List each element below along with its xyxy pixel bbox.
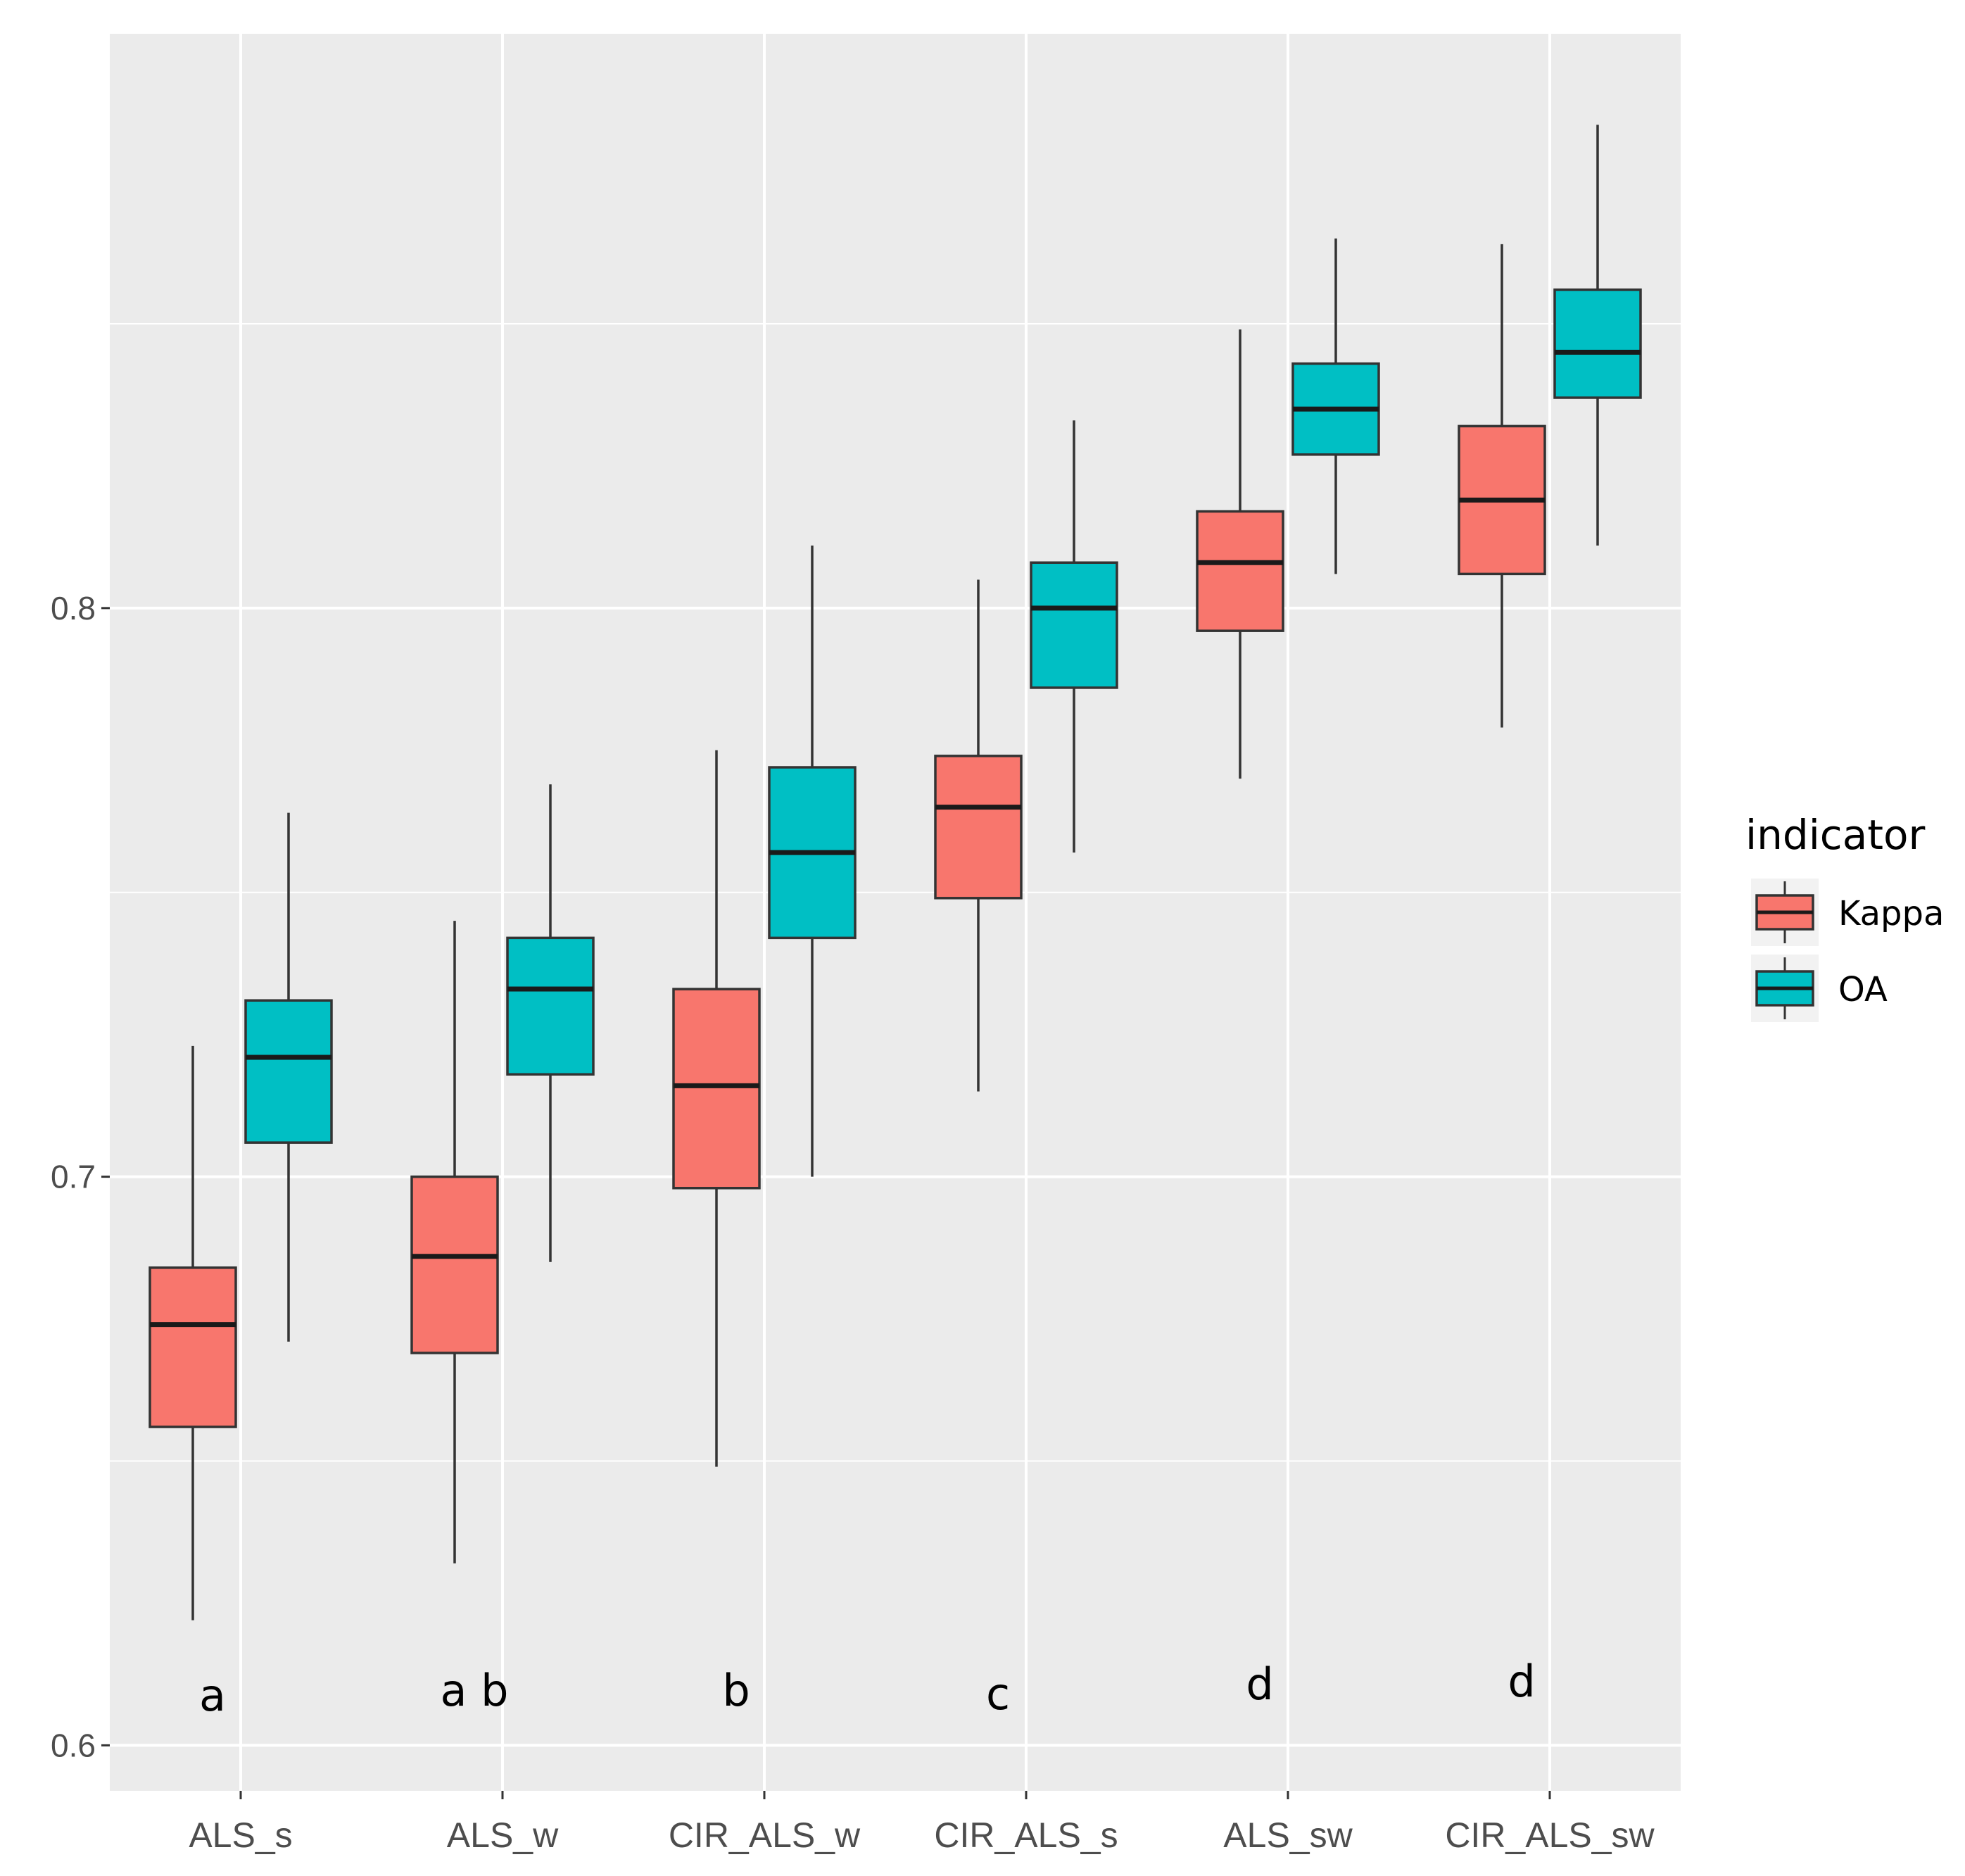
box-body — [149, 1266, 237, 1428]
y-tick-label: 0.6 — [51, 1727, 96, 1763]
box-body — [506, 936, 595, 1076]
box-oa-ALS_w — [506, 784, 595, 1262]
box-kappa-CIR_ALS_sw — [1458, 244, 1546, 728]
box-kappa-CIR_ALS_w — [672, 750, 761, 1467]
x-tick-label: ALS_s — [189, 1815, 292, 1855]
x-tick-label: ALS_sw — [1223, 1815, 1353, 1855]
significance-letter: d — [1246, 1658, 1273, 1710]
significance-letter: d — [1508, 1656, 1535, 1707]
box-kappa-CIR_ALS_s — [934, 579, 1023, 1092]
box-oa-ALS_s — [244, 812, 333, 1342]
box-oa-CIR_ALS_sw — [1553, 125, 1642, 546]
panel-background — [110, 34, 1681, 1791]
x-tick-label: CIR_ALS_sw — [1445, 1815, 1655, 1855]
x-axis: ALS_s ALS_w CIR_ALS_w CIR_ALS_s ALS_sw CIR_AL… — [189, 1791, 1655, 1855]
box-body — [934, 755, 1023, 900]
significance-letter: a b — [440, 1665, 508, 1716]
x-tick-label: CIR_ALS_w — [669, 1815, 861, 1855]
minor-gridlines — [110, 322, 1681, 1462]
box-kappa-ALS_s — [149, 1045, 237, 1620]
legend: indicator Kappa OA — [1745, 811, 1944, 1022]
box-body — [1196, 510, 1284, 632]
box-body — [244, 999, 333, 1144]
box-body — [672, 988, 761, 1190]
legend-key-kappa: Kappa — [1751, 879, 1944, 946]
legend-label-oa: OA — [1838, 970, 1888, 1009]
significance-letter: a — [199, 1670, 226, 1721]
y-tick-label: 0.8 — [51, 590, 96, 627]
box-body — [1030, 561, 1118, 689]
box-body — [1553, 288, 1642, 399]
legend-key-oa: OA — [1751, 955, 1888, 1022]
box-kappa-ALS_w — [410, 921, 499, 1563]
box-oa-ALS_sw — [1291, 238, 1380, 574]
significance-letter: b — [722, 1665, 750, 1716]
x-tick-label: CIR_ALS_s — [934, 1815, 1118, 1855]
significance-letter: c — [986, 1668, 1010, 1720]
box-oa-CIR_ALS_s — [1030, 420, 1118, 853]
y-tick-label: 0.7 — [51, 1159, 96, 1195]
legend-title: indicator — [1745, 811, 1925, 859]
box-oa-CIR_ALS_w — [768, 545, 857, 1177]
y-axis: 0.6 0.7 0.8 — [51, 590, 110, 1763]
major-gridlines — [110, 34, 1681, 1791]
boxplot-series — [149, 125, 1642, 1620]
legend-label-kappa: Kappa — [1838, 894, 1944, 933]
box-kappa-ALS_sw — [1196, 329, 1284, 779]
x-tick-label: ALS_w — [447, 1815, 559, 1855]
box-body — [410, 1175, 499, 1354]
